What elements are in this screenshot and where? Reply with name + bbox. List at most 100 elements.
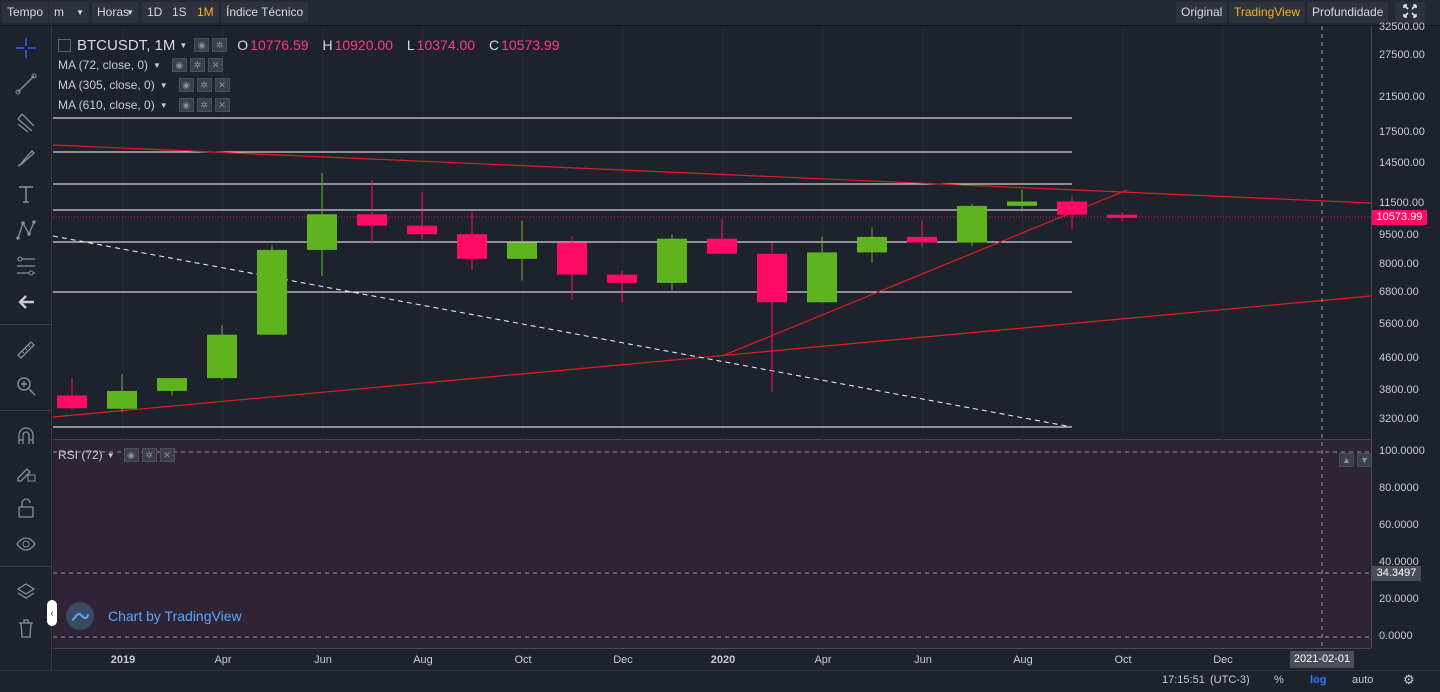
eye-icon[interactable]: ◉ [123, 448, 139, 462]
brush-tool[interactable] [10, 144, 42, 172]
tempo-label: Tempo [2, 2, 49, 23]
log-scale-button[interactable]: log [1310, 674, 1327, 686]
close-icon[interactable]: ✕ [214, 78, 230, 92]
crosshair-date-tag: 2021-02-01 [1290, 651, 1354, 668]
ma-610-label[interactable]: MA (610, close, 0) [58, 98, 155, 112]
ma-72-label[interactable]: MA (72, close, 0) [58, 58, 149, 72]
open-value: 10776.59 [250, 37, 309, 53]
price-tick-label: 27500.00 [1379, 49, 1425, 62]
pattern-tool[interactable] [10, 216, 42, 244]
close-icon[interactable]: ✕ [207, 58, 223, 72]
eye-icon[interactable]: ◉ [178, 98, 194, 112]
interval-unit-select[interactable]: m ▼ [49, 2, 89, 23]
fibonacci-icon [17, 256, 35, 276]
pitchfork-tool[interactable] [10, 108, 42, 136]
ma-legend-row: MA (305, close, 0) ▼ ◉ ✲ ✕ [58, 76, 230, 94]
interval-1s-button[interactable]: 1S [167, 2, 192, 23]
rsi-label[interactable]: RSI (72) [58, 448, 103, 462]
trendline-tool[interactable] [10, 70, 42, 98]
pane-up-icon[interactable]: ▲ [1339, 453, 1354, 467]
price-pane[interactable] [53, 26, 1371, 439]
toolbar-divider [0, 566, 52, 567]
gear-icon[interactable]: ✲ [196, 98, 212, 112]
trash-icon [19, 619, 33, 638]
watermark-text: Chart by TradingView [108, 608, 242, 624]
price-axis[interactable] [1371, 26, 1440, 648]
indicators-button[interactable]: Índice Técnico [221, 2, 309, 23]
time-tick-label: Apr [214, 654, 232, 666]
gear-icon[interactable]: ✲ [196, 78, 212, 92]
time-tick-label: Apr [814, 654, 832, 666]
original-view-button[interactable]: Original [1176, 2, 1228, 23]
back-tool[interactable] [10, 288, 42, 316]
gear-icon[interactable]: ⚙ [1403, 672, 1415, 687]
gear-icon[interactable]: ✲ [189, 58, 205, 72]
close-value: 10573.99 [501, 37, 560, 53]
tradingview-watermark[interactable]: Chart by TradingView [66, 602, 242, 630]
drawing-toolbar [0, 26, 52, 692]
magnet-tool[interactable] [10, 422, 42, 450]
ruler-icon [17, 341, 35, 359]
visibility-tool[interactable] [10, 530, 42, 558]
price-tick-label: 14500.00 [1379, 157, 1425, 170]
tradingview-view-button[interactable]: TradingView [1229, 2, 1306, 23]
interval-unit-value: m [54, 5, 64, 19]
rsi-tick-label: 0.0000 [1379, 630, 1413, 642]
open-label: O [237, 37, 249, 53]
close-icon[interactable]: ✕ [214, 98, 230, 112]
fullscreen-button[interactable] [1395, 2, 1425, 23]
chevron-down-icon: ▼ [76, 8, 84, 17]
crosshair-icon [16, 38, 36, 58]
price-tick-label: 21500.00 [1379, 90, 1425, 103]
close-label: C [488, 37, 500, 53]
price-tick-label: 3800.00 [1379, 383, 1419, 396]
unlock-icon [18, 498, 34, 518]
percent-scale-button[interactable]: % [1274, 674, 1284, 686]
pane-down-icon[interactable]: ▼ [1357, 453, 1372, 467]
eye-icon[interactable]: ◉ [178, 78, 194, 92]
gear-icon[interactable]: ✲ [141, 448, 157, 462]
chevron-down-icon[interactable]: ▼ [159, 80, 168, 90]
close-icon[interactable]: ✕ [159, 448, 175, 462]
text-tool[interactable] [10, 180, 42, 208]
chevron-down-icon[interactable]: ▼ [153, 60, 161, 70]
eye-icon[interactable]: ◉ [171, 58, 187, 72]
time-tick-label: Oct [514, 654, 532, 666]
crosshair-tool[interactable] [10, 34, 42, 62]
ma-305-label[interactable]: MA (305, close, 0) [58, 78, 155, 92]
collapse-toolbar-button[interactable]: ‹ [47, 600, 57, 626]
low-label: L [406, 37, 415, 53]
interval-1d-button[interactable]: 1D [142, 2, 168, 23]
timezone[interactable]: (UTC-3) [1210, 674, 1250, 686]
price-tick-label: 5600.00 [1379, 318, 1419, 331]
time-tick-label: Dec [613, 654, 633, 666]
chevron-down-icon[interactable]: ▼ [179, 40, 188, 50]
depth-view-button[interactable]: Profundidade [1307, 2, 1389, 23]
measure-tool[interactable] [10, 336, 42, 364]
chevron-down-icon[interactable]: ▼ [159, 100, 168, 110]
lock-drawing-tool[interactable] [10, 458, 42, 486]
chevron-down-icon[interactable]: ▼ [106, 450, 115, 460]
hours-label: Horas [97, 5, 130, 19]
auto-scale-button[interactable]: auto [1352, 674, 1374, 686]
gear-icon[interactable]: ✲ [212, 38, 228, 52]
delete-tool[interactable] [10, 614, 42, 642]
interval-1m-button[interactable]: 1M [192, 2, 219, 23]
time-tick-label: Jun [914, 654, 932, 666]
fibonacci-tool[interactable] [10, 252, 42, 280]
toggle-series-checkbox[interactable] [58, 38, 71, 52]
rsi-tick-label: 20.0000 [1379, 593, 1419, 605]
layers-tool[interactable] [10, 578, 42, 606]
hours-select[interactable]: Horas ▼ [92, 2, 138, 23]
rsi-legend: RSI (72) ▼ ◉ ✲ ✕ [58, 446, 175, 464]
time-axis[interactable] [53, 648, 1371, 670]
rsi-pane[interactable] [53, 440, 1371, 648]
time-tick-label: 2020 [710, 654, 736, 666]
zoom-tool[interactable] [10, 372, 42, 400]
pane-separator[interactable] [53, 439, 1440, 440]
rsi-pane-controls: ▲ ▼ [1336, 450, 1372, 468]
symbol-title[interactable]: BTCUSDT, 1M [77, 36, 176, 54]
eye-icon[interactable]: ◉ [194, 38, 210, 52]
lock-all-tool[interactable] [10, 494, 42, 522]
price-tick-label: 17500.00 [1379, 125, 1425, 138]
